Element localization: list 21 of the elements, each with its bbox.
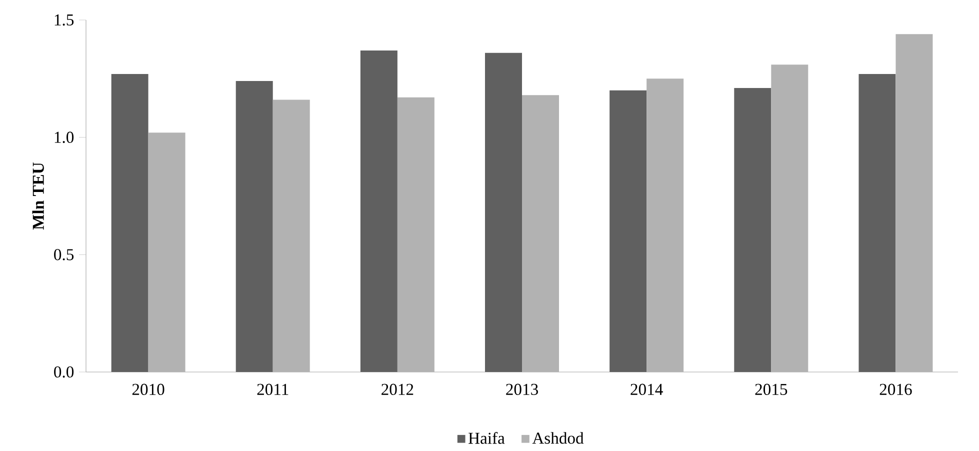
bar: [485, 52, 522, 372]
bar: [610, 90, 647, 372]
bar: [734, 88, 772, 372]
x-tick-label: 2010: [132, 384, 164, 396]
x-tick-label: 2016: [880, 384, 912, 396]
bar: [858, 74, 896, 372]
y-tick-label: 1.5: [54, 14, 74, 26]
x-tick-label: 2014: [630, 384, 663, 396]
bar: [111, 74, 148, 372]
legend-label: Haifa: [468, 432, 505, 444]
bar: [360, 50, 398, 372]
y-tick-label: 0.0: [54, 366, 74, 378]
bar: [236, 81, 273, 372]
legend-label: Ashdod: [532, 432, 584, 444]
x-tick-label: 2011: [257, 384, 288, 396]
x-tick-label: 2012: [382, 384, 414, 396]
x-tick-label: 2015: [755, 384, 788, 396]
y-tick-label: 0.5: [54, 249, 74, 260]
y-axis-title: Mln TEU: [32, 162, 44, 230]
y-tick-label: 1.0: [54, 132, 74, 143]
x-tick-label: 2013: [506, 384, 538, 396]
